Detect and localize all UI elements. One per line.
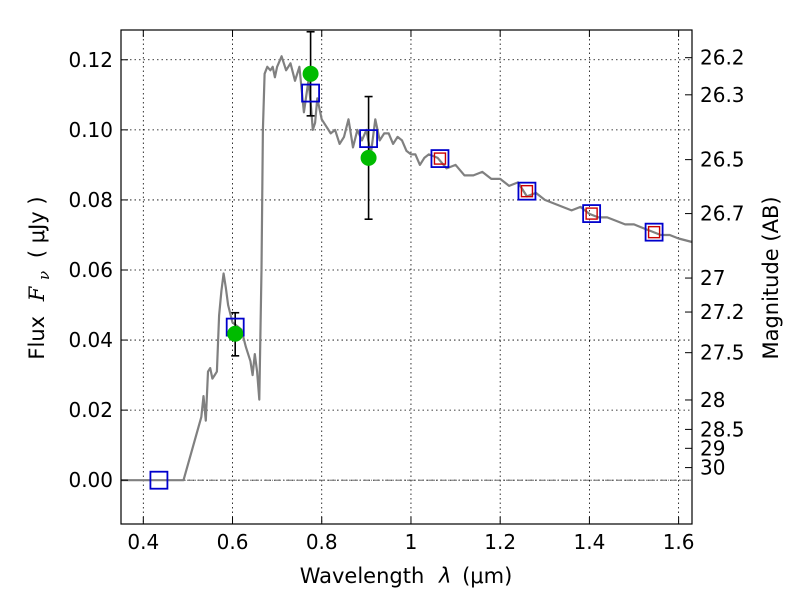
model-flux-square	[517, 181, 537, 201]
y2-tick-label: 29	[700, 436, 725, 460]
model-spectrum-group	[121, 55, 693, 482]
y2-axis-label: Magnitude (AB)	[759, 196, 783, 359]
y2-tick-label: 26.5	[700, 148, 745, 172]
y2-tick-label: 28.5	[700, 417, 745, 441]
y-tick-label: 0.08	[68, 188, 113, 212]
observed-flux-point	[227, 325, 244, 342]
model-flux-square	[149, 470, 169, 490]
observed-flux-square	[520, 184, 534, 198]
error-bars-group	[231, 30, 373, 357]
model-flux-square	[430, 149, 450, 168]
x-tick-label: 1.4	[573, 530, 605, 554]
x-tick-label: 1.2	[484, 530, 516, 554]
y2-tick-label: 26.2	[700, 46, 745, 70]
observed-flux-square	[433, 152, 447, 165]
axis-ticks-group: 0.4 0.6 0.8 1 1.2 1.4 1.6 0.00 0.02 0.04 0.06 0.08 0…	[68, 30, 745, 554]
x-tick-label: 0.8	[306, 530, 338, 554]
y2-tick-label: 30	[700, 456, 725, 480]
observed-flux-point	[302, 65, 319, 82]
model-flux-square	[644, 222, 664, 242]
x-axis-label: Wavelength λ (μm)	[300, 564, 513, 588]
y-tick-label: 0.04	[68, 328, 113, 352]
observed-flux-square	[647, 225, 661, 239]
model-spectrum-line	[121, 55, 693, 482]
y-axis-label: Flux F ν ( μJy )	[25, 196, 54, 359]
model-flux-square	[359, 129, 378, 149]
x-tick-label: 1	[405, 530, 418, 554]
y2-tick-label: 26.7	[700, 202, 745, 226]
y2-tick-label: 26.3	[700, 83, 745, 107]
grid-lines	[121, 30, 692, 524]
y2-tick-label: 27.5	[700, 341, 745, 365]
plot-frame	[120, 29, 693, 525]
observed-flux-square	[585, 207, 598, 220]
x-tick-label: 0.4	[127, 530, 159, 554]
y2-tick-label: 28	[700, 388, 725, 412]
y-tick-label: 0.00	[68, 468, 113, 492]
y-tick-label: 0.06	[68, 258, 113, 282]
model-flux-square	[301, 83, 320, 103]
x-tick-label: 0.6	[217, 530, 249, 554]
y-tick-label: 0.12	[68, 48, 113, 72]
x-tick-label: 1.6	[663, 530, 695, 554]
observed-flux-point	[360, 149, 377, 166]
y-tick-label: 0.02	[68, 398, 113, 422]
model-flux-square	[582, 204, 602, 223]
y2-tick-label: 27.2	[700, 300, 745, 324]
markers-group	[149, 65, 664, 490]
y2-tick-label: 27	[700, 266, 725, 290]
y-tick-label: 0.10	[68, 118, 113, 142]
